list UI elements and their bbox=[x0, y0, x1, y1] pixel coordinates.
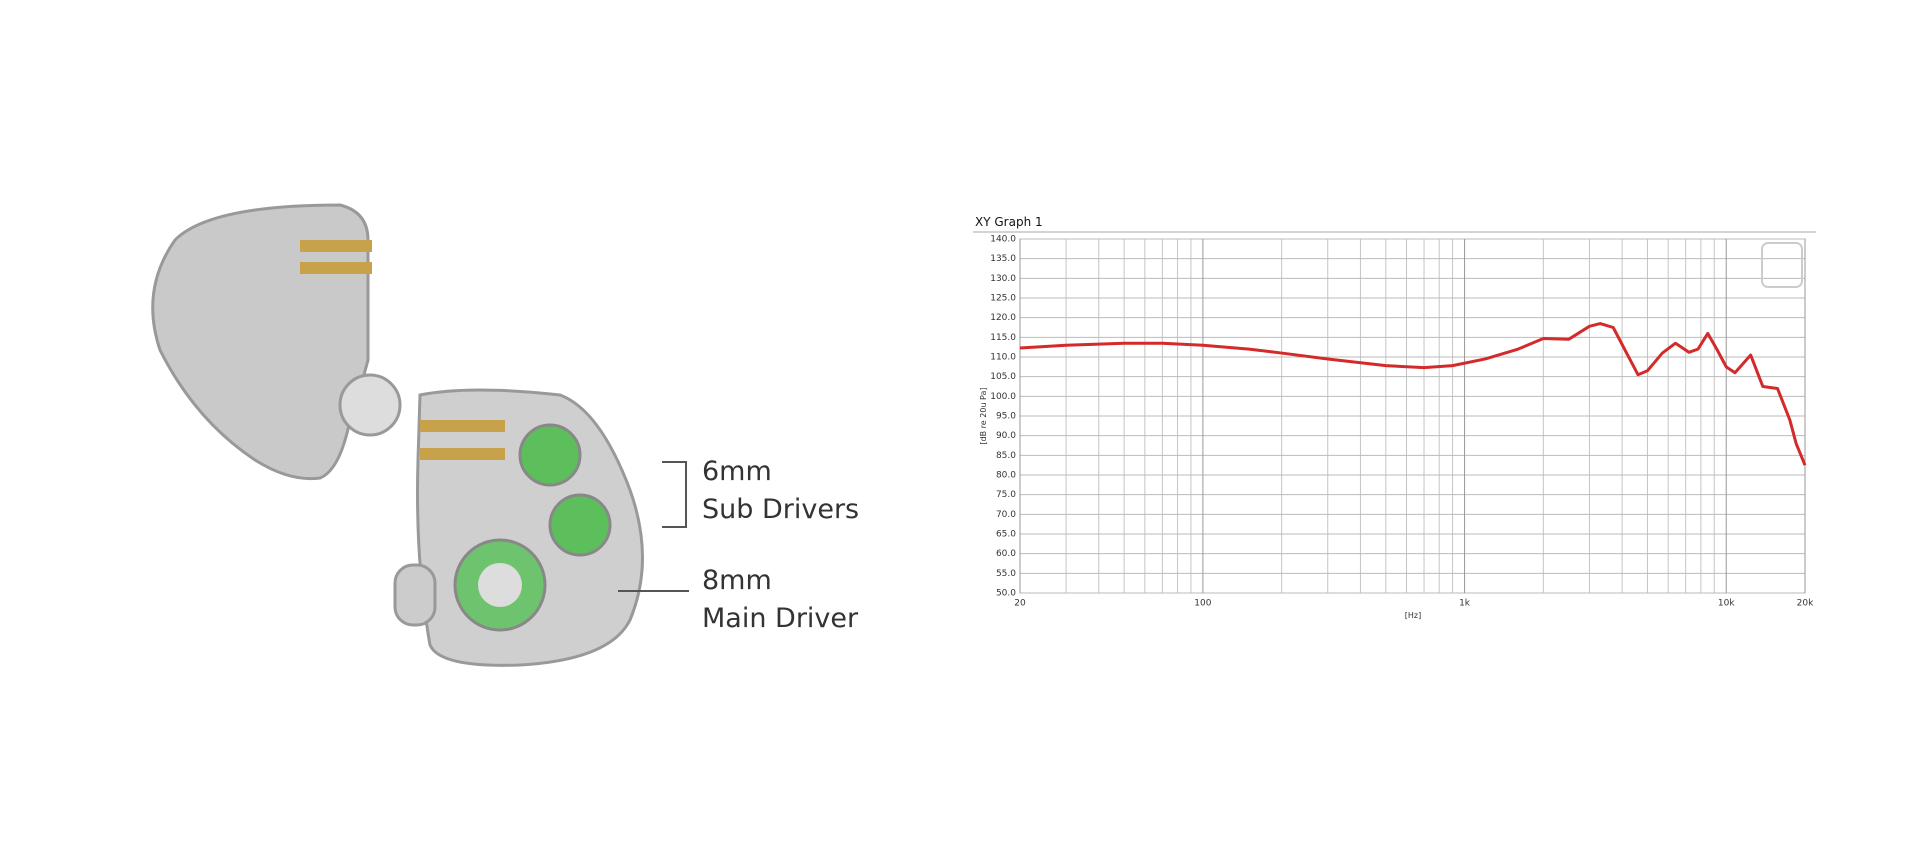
x-tick-label: 100 bbox=[1194, 599, 1211, 609]
driver-label: Sub Drivers bbox=[702, 494, 859, 525]
connector bbox=[300, 262, 372, 274]
main-driver-center bbox=[478, 563, 522, 607]
y-tick-label: 70.0 bbox=[996, 510, 1016, 520]
y-tick-label: 135.0 bbox=[990, 254, 1016, 264]
y-tick-label: 75.0 bbox=[996, 490, 1016, 500]
y-tick-label: 80.0 bbox=[996, 471, 1016, 481]
y-tick-label: 100.0 bbox=[990, 392, 1016, 402]
connector bbox=[420, 420, 505, 432]
y-tick-label: 60.0 bbox=[996, 549, 1016, 559]
head-icon bbox=[1761, 242, 1803, 288]
driver-label: 8mm bbox=[702, 565, 772, 596]
driver-label: Main Driver bbox=[702, 603, 859, 634]
sub-driver bbox=[548, 493, 612, 557]
y-tick-label: 95.0 bbox=[996, 412, 1016, 422]
y-tick-label: 125.0 bbox=[990, 294, 1016, 304]
x-tick-label: 10k bbox=[1718, 599, 1735, 609]
y-tick-label: 50.0 bbox=[996, 589, 1016, 599]
series-line bbox=[1019, 322, 1807, 466]
connector bbox=[300, 240, 372, 252]
y-tick-label: 110.0 bbox=[990, 353, 1016, 363]
earpiece-illustration: 6mm Sub Drivers 8mm Main Driver bbox=[151, 203, 859, 667]
y-tick-label: 65.0 bbox=[996, 530, 1016, 540]
y-tick-label: 90.0 bbox=[996, 431, 1016, 441]
nozzle bbox=[338, 373, 402, 437]
y-axis-label: [dB re 20u Pa] bbox=[979, 387, 988, 444]
x-tick-label: 20 bbox=[1014, 599, 1026, 609]
y-tick-label: 140.0 bbox=[990, 235, 1016, 245]
y-tick-label: 85.0 bbox=[996, 451, 1016, 461]
nozzle bbox=[393, 563, 437, 627]
x-tick-label: 20k bbox=[1797, 599, 1814, 609]
y-tick-label: 130.0 bbox=[990, 274, 1016, 284]
x-tick-label: 1k bbox=[1459, 599, 1471, 609]
y-tick-label: 55.0 bbox=[996, 569, 1016, 579]
y-tick-label: 120.0 bbox=[990, 313, 1016, 323]
sub-driver bbox=[518, 423, 582, 487]
y-tick-label: 105.0 bbox=[990, 372, 1016, 382]
driver-label: 6mm bbox=[702, 456, 772, 487]
chart-title: XY Graph 1 bbox=[975, 215, 1043, 229]
connector bbox=[420, 448, 505, 460]
bracket bbox=[662, 461, 687, 528]
x-axis-label: [Hz] bbox=[1405, 611, 1421, 620]
y-tick-label: 115.0 bbox=[990, 333, 1016, 343]
